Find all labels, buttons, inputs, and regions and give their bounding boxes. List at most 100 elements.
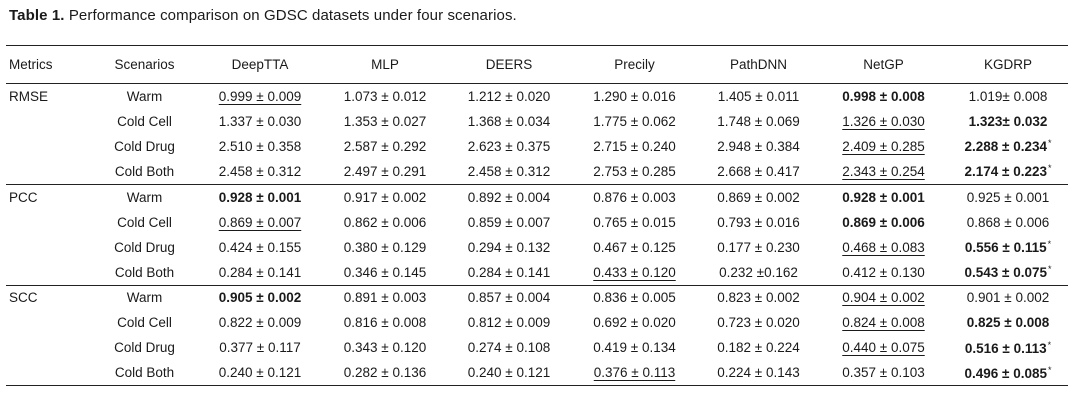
value-text: 0.822 ± 0.009 [218,315,302,331]
value-cell-precily: 2.715 ± 0.240 [571,134,698,159]
value-text: 0.859 ± 0.007 [467,214,551,230]
table-row: PCC Warm 0.928 ± 0.001 0.917 ± 0.002 0.892 ±… [6,183,1068,210]
table-row: SCC Warm 0.905 ± 0.002 0.891 ± 0.003 0.857 ±… [6,284,1068,311]
value-cell-kgdrp: 0.516 ± 0.113* [948,335,1068,360]
value-text: 0.467 ± 0.125 [593,239,676,255]
value-cell-pathdnn: 0.823 ± 0.002 [698,284,819,311]
value-text: 2.715 ± 0.240 [593,138,676,154]
table-caption-label: Table 1. [9,7,65,24]
value-text: 0.901 ± 0.002 [966,290,1050,306]
value-text: 0.925 ± 0.001 [966,189,1050,205]
header-mlp: MLP [371,57,399,72]
metric-cell [6,260,92,285]
value-text: 0.999 ± 0.009 [218,88,302,104]
value-text: 0.857 ± 0.004 [467,290,551,306]
value-cell-deers: 1.212 ± 0.020 [447,84,571,109]
value-cell-deers: 0.857 ± 0.004 [447,284,571,311]
value-text: 0.240 ± 0.121 [467,365,551,381]
value-cell-deers: 0.284 ± 0.141 [447,260,571,285]
value-cell-pathdnn: 1.405 ± 0.011 [698,84,819,109]
metric-cell [6,134,92,159]
value-cell-precily: 0.765 ± 0.015 [571,209,698,234]
value-cell-mlp: 0.343 ± 0.120 [323,335,447,360]
value-cell-pathdnn: 0.232 ±0.162 [698,260,819,285]
value-cell-netgp: 0.357 ± 0.103 [819,361,948,386]
significance-marker: * [1047,239,1052,250]
value-text: 0.998 ± 0.008 [842,88,925,104]
value-text: 2.343 ± 0.254 [842,163,925,179]
header-scenarios: Scenarios [114,57,175,72]
value-cell-mlp: 0.816 ± 0.008 [323,310,447,335]
value-cell-netgp: 0.904 ± 0.002 [819,284,948,311]
table-row: Cold Both 2.458 ± 0.312 2.497 ± 0.291 2.458… [6,159,1068,184]
value-text: 0.274 ± 0.108 [467,340,551,356]
value-cell-precily: 0.433 ± 0.120 [571,260,698,285]
value-cell-netgp: 0.468 ± 0.083 [819,235,948,260]
value-cell-deers: 0.294 ± 0.132 [447,235,571,260]
value-text: 0.905 ± 0.002 [218,290,302,306]
metric-cell [6,310,92,335]
value-cell-precily: 0.692 ± 0.020 [571,310,698,335]
value-text: 0.892 ± 0.004 [467,189,551,205]
value-text: 0.765 ± 0.015 [593,214,676,230]
value-cell-netgp: 0.998 ± 0.008 [819,84,948,109]
scenario-cell: Cold Drug [114,138,175,154]
value-text: 0.224 ± 0.143 [717,365,800,381]
value-cell-kgdrp: 2.174 ± 0.223* [948,159,1068,184]
value-cell-netgp: 0.869 ± 0.006 [819,209,948,234]
value-text: 0.928 ± 0.001 [218,189,302,205]
value-cell-pathdnn: 1.748 ± 0.069 [698,109,819,134]
value-text: 0.412 ± 0.130 [842,264,925,280]
value-text: 0.284 ± 0.141 [467,264,551,280]
value-text: 0.232 ±0.162 [719,264,798,280]
value-cell-pathdnn: 0.869 ± 0.002 [698,183,819,210]
significance-marker: * [1047,163,1052,174]
value-cell-deeptta: 0.869 ± 0.007 [197,209,323,234]
value-text: 2.458 ± 0.312 [218,163,302,179]
table-caption-text: Performance comparison on GDSC datasets … [68,7,517,24]
metric-cell: RMSE [9,88,49,104]
value-text: 0.182 ± 0.224 [717,340,800,356]
value-text: 0.869 ± 0.002 [717,189,800,205]
value-cell-kgdrp: 1.019± 0.008 [948,84,1068,109]
value-text: 1.337 ± 0.030 [218,113,302,129]
header-netgp: NetGP [863,57,904,72]
value-text: 0.793 ± 0.016 [717,214,800,230]
value-cell-netgp: 2.343 ± 0.254 [819,159,948,184]
value-text: 0.240 ± 0.121 [218,365,302,381]
value-text: 0.424 ± 0.155 [218,239,302,255]
value-cell-deers: 1.368 ± 0.034 [447,109,571,134]
value-cell-deers: 0.240 ± 0.121 [447,361,571,386]
value-cell-mlp: 0.282 ± 0.136 [323,361,447,386]
value-cell-deers: 2.623 ± 0.375 [447,134,571,159]
value-text: 0.346 ± 0.145 [343,264,427,280]
value-text: 0.433 ± 0.120 [593,264,676,280]
value-text: 0.380 ± 0.129 [343,239,427,255]
value-cell-netgp: 2.409 ± 0.285 [819,134,948,159]
value-cell-kgdrp: 0.868 ± 0.006 [948,209,1068,234]
value-cell-deers: 0.812 ± 0.009 [447,310,571,335]
metric-cell [6,159,92,184]
value-cell-pathdnn: 0.793 ± 0.016 [698,209,819,234]
scenario-cell: Cold Cell [117,113,172,129]
value-text: 1.323± 0.032 [968,113,1048,129]
value-cell-deeptta: 0.905 ± 0.002 [197,284,323,311]
value-text: 0.891 ± 0.003 [343,290,427,306]
value-cell-mlp: 0.346 ± 0.145 [323,260,447,285]
value-text: 0.825 ± 0.008 [966,315,1050,331]
metric-cell [6,361,92,386]
value-cell-pathdnn: 0.224 ± 0.143 [698,361,819,386]
value-cell-pathdnn: 0.177 ± 0.230 [698,235,819,260]
metric-cell: SCC [6,284,92,311]
value-text: 0.343 ± 0.120 [343,340,427,356]
value-cell-deers: 0.859 ± 0.007 [447,209,571,234]
value-text: 0.812 ± 0.009 [467,315,551,331]
value-cell-mlp: 0.891 ± 0.003 [323,284,447,311]
header-row: Metrics Scenarios DeepTTA MLP DEERS Prec… [6,46,1068,84]
value-text: 2.288 ± 0.234 [964,139,1047,155]
value-text: 0.692 ± 0.020 [593,315,676,331]
table-row: Cold Drug 2.510 ± 0.358 2.587 ± 0.292 2.623… [6,134,1068,159]
value-cell-deeptta: 0.424 ± 0.155 [197,235,323,260]
value-cell-kgdrp: 0.543 ± 0.075* [948,260,1068,285]
value-text: 0.516 ± 0.113 [964,340,1047,356]
